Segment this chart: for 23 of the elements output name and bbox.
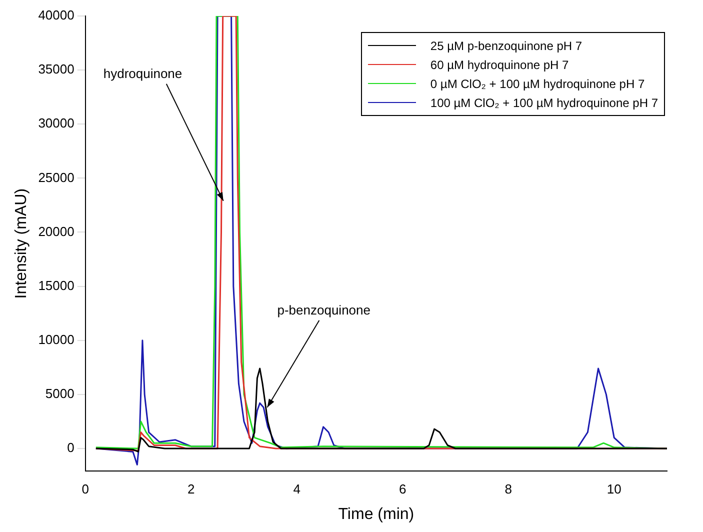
y-axis-title: Intensity (mAU)	[13, 188, 30, 299]
y-tick-label: 5000	[45, 386, 74, 402]
y-tick-label: 15000	[38, 278, 74, 293]
annotation: p-benzoquinone	[277, 302, 370, 318]
x-tick-label: 2	[187, 482, 195, 497]
legend-label: 25 µM p-benzoquinone pH 7	[430, 38, 582, 52]
x-tick-label: 8	[504, 482, 512, 497]
x-axis-title: Time (min)	[338, 506, 414, 523]
x-tick-label: 4	[293, 482, 300, 497]
x-tick-label: 6	[398, 482, 406, 497]
x-tick-label: 10	[606, 482, 622, 497]
y-tick-label: 10000	[38, 332, 74, 347]
y-tick-label: 25000	[38, 170, 74, 185]
y-tick-label: 0	[67, 440, 74, 456]
y-tick-label: 20000	[38, 224, 74, 239]
legend-label: 60 µM hydroquinone pH 7	[430, 58, 569, 72]
y-tick-label: 40000	[38, 8, 74, 23]
x-tick-label: 0	[82, 482, 89, 497]
legend-label: 100 µM ClO₂ + 100 µM hydroquinone pH 7	[430, 96, 658, 110]
annotation: hydroquinone	[103, 66, 182, 81]
legend-label: 0 µM ClO₂ + 100 µM hydroquinone pH 7	[430, 76, 645, 90]
y-tick-label: 35000	[38, 62, 74, 77]
y-tick-label: 30000	[38, 116, 74, 131]
